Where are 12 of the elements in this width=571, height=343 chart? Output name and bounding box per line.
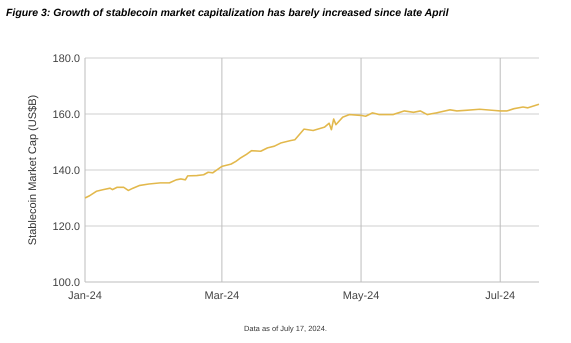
x-tick-label: Jan-24	[68, 290, 102, 302]
y-axis-title: Stablecoin Market Cap (US$B)	[27, 94, 39, 246]
line-series	[84, 103, 540, 199]
chart-title: Figure 3: Growth of stablecoin market capitalization has barely increased since late April	[6, 7, 450, 19]
x-tick-label: Mar-24	[204, 290, 240, 302]
y-tick-label: 140.0	[52, 164, 80, 177]
y-tick-label: 180.0	[52, 52, 80, 65]
x-tick-label: Jul-24	[485, 290, 516, 302]
y-tick-label: 120.0	[52, 220, 80, 233]
x-tick-label: May-24	[342, 290, 380, 302]
y-tick-label: 160.0	[52, 108, 80, 121]
y-tick-label: 100.0	[52, 276, 80, 289]
